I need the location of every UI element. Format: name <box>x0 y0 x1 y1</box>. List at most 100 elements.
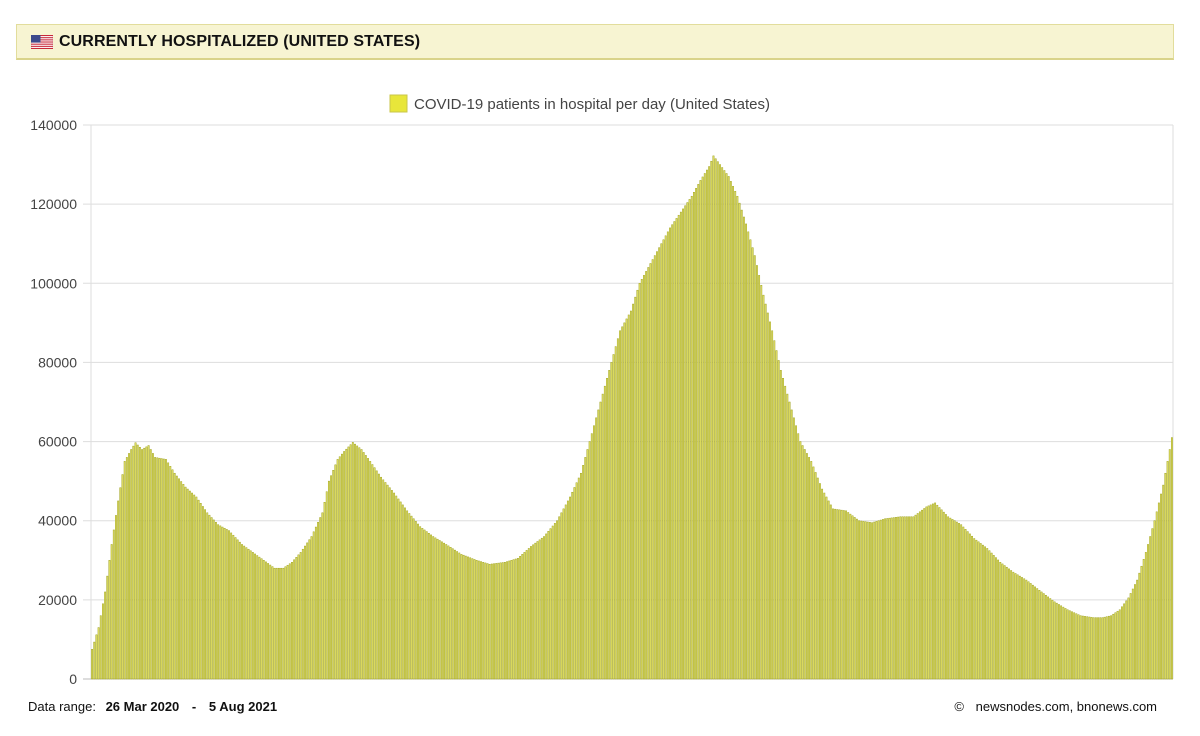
bar[interactable] <box>727 176 730 680</box>
bar[interactable] <box>314 526 317 680</box>
bar[interactable] <box>301 548 304 680</box>
bar[interactable] <box>115 515 117 680</box>
bar[interactable] <box>958 523 960 680</box>
bar[interactable] <box>784 385 787 680</box>
bar[interactable] <box>440 541 443 680</box>
bar[interactable] <box>141 449 143 680</box>
bar[interactable] <box>745 223 747 680</box>
bar[interactable] <box>1038 590 1041 680</box>
bar[interactable] <box>495 563 498 680</box>
bar[interactable] <box>362 452 365 680</box>
bar[interactable] <box>895 517 897 680</box>
bar[interactable] <box>871 522 874 680</box>
bar[interactable] <box>953 520 956 680</box>
bar[interactable] <box>184 486 187 680</box>
bar[interactable] <box>278 567 280 680</box>
bar[interactable] <box>799 441 802 680</box>
bar[interactable] <box>458 552 461 680</box>
bar[interactable] <box>849 513 852 680</box>
bar[interactable] <box>1127 597 1130 680</box>
bar[interactable] <box>147 445 150 680</box>
bar[interactable] <box>742 216 745 680</box>
bar[interactable] <box>128 453 130 680</box>
bar[interactable] <box>1036 588 1039 680</box>
bar[interactable] <box>406 510 409 680</box>
bar[interactable] <box>771 330 774 680</box>
bar[interactable] <box>117 500 120 680</box>
bar[interactable] <box>738 202 741 680</box>
bar[interactable] <box>903 516 906 680</box>
bar[interactable] <box>1073 612 1076 680</box>
bar[interactable] <box>588 441 591 680</box>
bar[interactable] <box>375 470 378 680</box>
bar[interactable] <box>467 556 469 680</box>
bar[interactable] <box>912 516 915 680</box>
bar[interactable] <box>271 566 274 680</box>
bar[interactable] <box>312 531 315 680</box>
bar[interactable] <box>1075 613 1078 680</box>
bar[interactable] <box>527 548 530 680</box>
bar[interactable] <box>712 155 715 680</box>
bar[interactable] <box>382 479 385 680</box>
legend-label[interactable]: COVID-19 patients in hospital per day (U… <box>414 96 770 113</box>
bar[interactable] <box>792 417 795 680</box>
bar[interactable] <box>625 318 628 680</box>
bar[interactable] <box>1018 575 1021 680</box>
bar[interactable] <box>608 370 611 680</box>
bar[interactable] <box>899 516 902 680</box>
bar[interactable] <box>317 522 319 680</box>
bar[interactable] <box>149 449 152 680</box>
bar[interactable] <box>125 457 128 680</box>
bar[interactable] <box>586 449 589 680</box>
bar[interactable] <box>992 555 995 680</box>
bar[interactable] <box>749 239 752 680</box>
bar[interactable] <box>597 409 600 680</box>
bar[interactable] <box>508 560 511 680</box>
bar[interactable] <box>1118 609 1121 680</box>
bar[interactable] <box>810 461 813 680</box>
bar[interactable] <box>1008 568 1010 680</box>
bar[interactable] <box>223 527 226 680</box>
bar[interactable] <box>979 543 982 680</box>
bar[interactable] <box>371 464 374 680</box>
bar[interactable] <box>310 536 313 680</box>
bar[interactable] <box>675 218 678 680</box>
bar[interactable] <box>421 528 424 680</box>
bar[interactable] <box>1049 598 1052 680</box>
bar[interactable] <box>510 560 513 680</box>
bar[interactable] <box>1060 605 1063 680</box>
bar[interactable] <box>1088 616 1091 680</box>
bar[interactable] <box>679 211 682 680</box>
bar[interactable] <box>349 444 352 680</box>
bar[interactable] <box>610 362 613 680</box>
bar[interactable] <box>549 528 552 680</box>
bar[interactable] <box>966 531 969 680</box>
bar[interactable] <box>716 161 719 680</box>
bar[interactable] <box>1153 520 1156 680</box>
bar[interactable] <box>306 542 309 680</box>
bar[interactable] <box>999 562 1002 680</box>
bar[interactable] <box>758 275 761 680</box>
bar[interactable] <box>575 482 578 680</box>
bar[interactable] <box>853 517 856 680</box>
bar[interactable] <box>931 503 934 680</box>
bar[interactable] <box>173 472 176 680</box>
bar[interactable] <box>417 523 419 680</box>
bar[interactable] <box>1134 584 1136 680</box>
bar[interactable] <box>1105 616 1108 680</box>
bar[interactable] <box>162 458 165 680</box>
bar[interactable] <box>506 561 508 680</box>
bar[interactable] <box>836 509 839 680</box>
bar[interactable] <box>308 539 311 680</box>
bar[interactable] <box>199 503 202 680</box>
bar[interactable] <box>519 556 522 680</box>
bar[interactable] <box>232 534 235 680</box>
bar[interactable] <box>1053 601 1056 680</box>
bar[interactable] <box>645 271 648 680</box>
bar[interactable] <box>582 465 585 680</box>
bar[interactable] <box>1144 552 1147 680</box>
bar[interactable] <box>827 500 830 680</box>
bar[interactable] <box>412 518 415 680</box>
bar[interactable] <box>1110 615 1113 680</box>
bar[interactable] <box>297 554 300 680</box>
